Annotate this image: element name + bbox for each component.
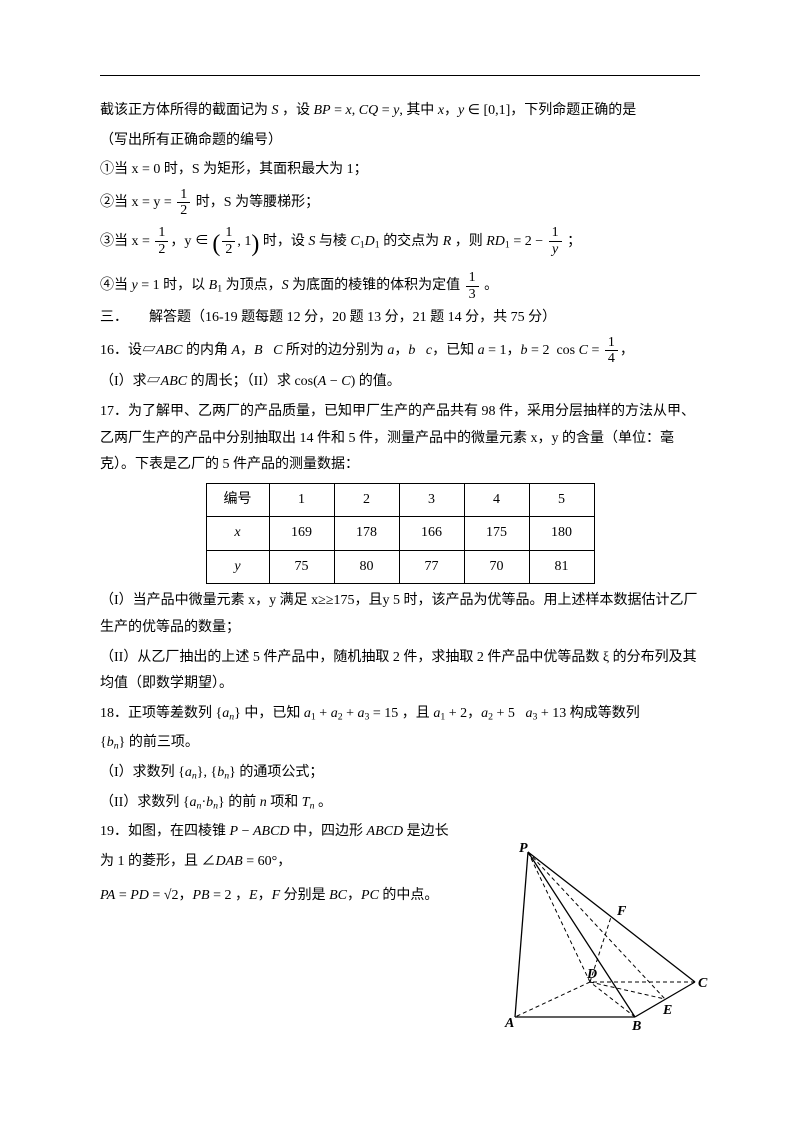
svg-text:E: E (662, 1003, 672, 1018)
section-3-header: 三． 解答题（16-19 题每题 12 分，20 题 13 分，21 题 14 … (100, 305, 700, 332)
svg-text:P: P (519, 841, 528, 856)
top-rule (100, 75, 700, 76)
q17-part1: （I）当产品中微量元素 x，y 满足 x≥≥175，且y 5 时，该产品为优等品… (100, 588, 700, 641)
svg-text:D: D (586, 967, 597, 982)
opt-2: ②当 x = y = 12 时，S 为等腰梯形； (100, 187, 700, 219)
svg-text:B: B (631, 1019, 641, 1034)
q18-line1: 18．正项等差数列 {an} 中，已知 a1 + a2 + a3 = 15 ，且… (100, 701, 700, 728)
svg-text:F: F (616, 904, 627, 919)
cont-line1: 截该正方体所得的截面记为 S ，设 BP = x, CQ = y, 其中 x，y… (100, 98, 700, 125)
q19-line2: 为 1 的菱形，且 ∠DAB = 60°， (100, 849, 470, 876)
q16-line1: 16．设▱ABC 的内角 A，B C 所对的边分别为 a，b c，已知 a = … (100, 335, 700, 367)
q19-figure: P A B C D E F (495, 842, 705, 1032)
q17-part2: （II）从乙厂抽出的上述 5 件产品中，随机抽取 2 件，求抽取 2 件产品中优… (100, 645, 700, 698)
q16-line2: （I）求▱ABC 的周长；（II）求 cos(A − C) 的值。 (100, 369, 700, 396)
q18-part2: （II）求数列 {an·bn} 的前 n 项和 Tn 。 (100, 790, 700, 817)
opt-1: ①当 x = 0 时，S 为矩形，其面积最大为 1； (100, 157, 700, 184)
q19-line3: PA = PD = √2，PB = 2 ，E，F 分别是 BC，PC 的中点。 (100, 883, 470, 910)
cont-line2: （写出所有正确命题的编号） (100, 128, 700, 155)
opt-4: ④当 y = 1 时，以 B1 为顶点，S 为底面的棱锥的体积为定值 13 。 (100, 270, 700, 302)
q17-table: 编号 1 2 3 4 5 x 169 178 166 175 180 y 75 … (206, 483, 595, 585)
q18-line2: {bn} 的前三项。 (100, 730, 700, 757)
q17-stem: 17．为了解甲、乙两厂的产品质量，已知甲厂生产的产品共有 98 件，采用分层抽样… (100, 399, 700, 479)
opt-3: ③当 x = 12，y ∈ (12, 1) 时，设 S 与棱 C1D1 的交点为… (100, 222, 700, 268)
svg-text:C: C (698, 976, 708, 991)
q19-line1: 19．如图，在四棱锥 P − ABCD 中，四边形 ABCD 是边长 (100, 819, 470, 846)
svg-text:A: A (504, 1016, 514, 1031)
q18-part1: （I）求数列 {an}, {bn} 的通项公式； (100, 760, 700, 787)
frac-half: 12 (177, 187, 190, 219)
